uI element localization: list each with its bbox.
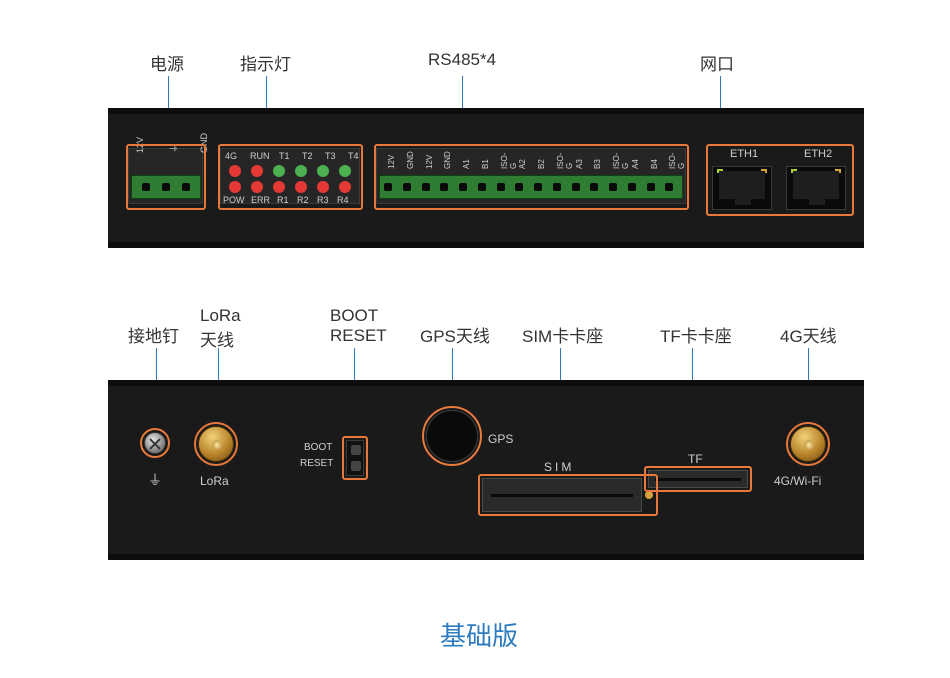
- label-4g: 4G天线: [780, 322, 837, 347]
- callout-bootreset: [342, 436, 368, 480]
- callout-tf: [644, 466, 752, 492]
- gps-text: GPS: [488, 432, 513, 446]
- callout-ethernet: [706, 144, 854, 216]
- device-rim: [108, 108, 864, 114]
- callout-4g: [786, 422, 830, 466]
- callout-power: [126, 144, 206, 210]
- 4g-text: 4G/Wi-Fi: [774, 474, 821, 488]
- label-gps: GPS天线: [420, 322, 490, 347]
- label-ground: 接地钉: [128, 322, 179, 347]
- callout-gps: [422, 406, 482, 466]
- lora-text: LoRa: [200, 474, 229, 488]
- device-rim: [108, 554, 864, 560]
- device-rim: [108, 380, 864, 386]
- callout-lora: [194, 422, 238, 466]
- device-rim: [108, 242, 864, 248]
- callout-ground: [140, 428, 170, 458]
- sim-text: SIM: [544, 460, 574, 474]
- device-front-bottom: ⏚ LoRa BOOT RESET GPS SIM TF 4G/Wi-Fi: [108, 380, 864, 560]
- ground-symbol: ⏚: [148, 470, 162, 490]
- label-ethernet: 网口: [700, 50, 734, 75]
- boot-text: BOOT: [304, 442, 332, 453]
- callout-indicator: [218, 144, 363, 210]
- tf-text: TF: [688, 452, 703, 466]
- label-sim: SIM卡卡座: [522, 322, 603, 347]
- device-front-top: 12V ⏚ GND 4G RUN T1 T2 T3 T4: [108, 108, 864, 248]
- label-lora: LoRa 天线: [200, 306, 241, 351]
- reset-text: RESET: [300, 458, 333, 469]
- label-tf: TF卡卡座: [660, 322, 732, 347]
- callout-rs485: [374, 144, 689, 210]
- page-title: 基础版: [440, 616, 518, 653]
- label-indicator: 指示灯: [240, 50, 291, 75]
- callout-sim: [478, 474, 658, 516]
- label-bootreset: BOOT RESET: [330, 306, 387, 346]
- label-power: 电源: [150, 50, 184, 75]
- label-rs485: RS485*4: [428, 50, 496, 70]
